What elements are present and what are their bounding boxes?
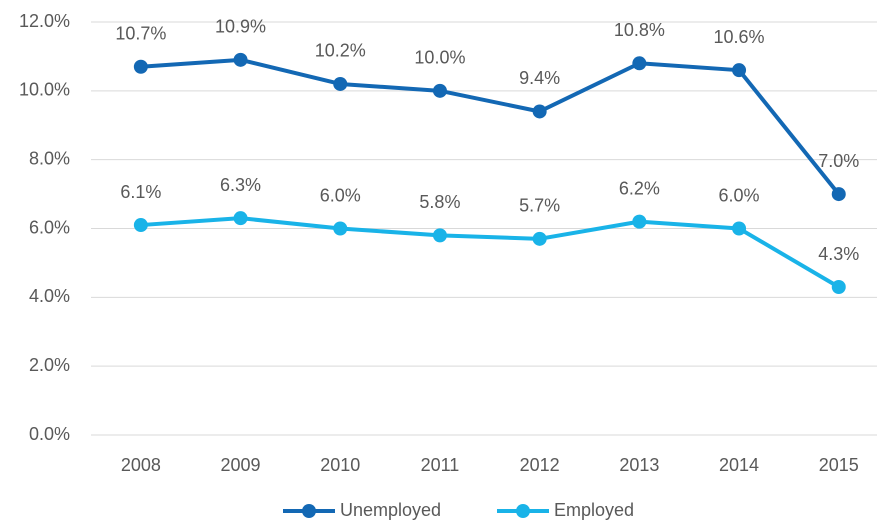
data-point xyxy=(333,221,348,236)
data-point xyxy=(233,52,248,67)
data-point xyxy=(831,187,846,202)
y-tick-label: 10.0% xyxy=(19,80,70,100)
data-point xyxy=(133,218,148,233)
data-point xyxy=(632,214,647,229)
data-point xyxy=(333,76,348,91)
data-point xyxy=(632,56,647,71)
data-point xyxy=(831,280,846,295)
x-tick-label: 2011 xyxy=(421,455,460,475)
data-label: 6.1% xyxy=(120,182,161,202)
data-label: 5.7% xyxy=(519,196,560,216)
y-tick-label: 2.0% xyxy=(29,355,70,375)
legend-marker xyxy=(302,504,316,518)
data-label: 4.3% xyxy=(818,244,859,264)
x-tick-label: 2009 xyxy=(221,455,261,475)
data-label: 6.0% xyxy=(320,185,361,205)
data-label: 6.0% xyxy=(719,185,760,205)
x-tick-label: 2008 xyxy=(121,455,161,475)
data-label: 6.3% xyxy=(220,175,261,195)
data-label: 6.2% xyxy=(619,178,660,198)
data-point xyxy=(532,104,547,119)
data-label: 10.2% xyxy=(315,41,366,61)
x-tick-label: 2013 xyxy=(619,455,659,475)
data-label: 10.7% xyxy=(115,23,166,43)
data-label: 10.9% xyxy=(215,17,266,37)
y-tick-label: 12.0% xyxy=(19,11,70,31)
y-tick-label: 8.0% xyxy=(29,148,70,168)
x-tick-label: 2014 xyxy=(719,455,759,475)
x-tick-label: 2015 xyxy=(819,455,859,475)
series-line xyxy=(140,216,840,289)
data-point xyxy=(133,59,148,74)
legend-marker xyxy=(516,504,530,518)
data-label: 10.0% xyxy=(414,48,465,68)
x-tick-label: 2012 xyxy=(520,455,560,475)
data-label: 10.6% xyxy=(714,27,765,47)
legend-label: Unemployed xyxy=(340,500,441,520)
data-point xyxy=(732,63,747,78)
data-label: 10.8% xyxy=(614,20,665,40)
data-point xyxy=(432,83,447,98)
y-tick-label: 0.0% xyxy=(29,424,70,444)
series-line xyxy=(140,57,841,196)
y-tick-label: 4.0% xyxy=(29,286,70,306)
data-point xyxy=(233,211,248,226)
data-label: 7.0% xyxy=(818,151,859,171)
data-label: 5.8% xyxy=(419,192,460,212)
y-tick-label: 6.0% xyxy=(29,217,70,237)
x-tick-label: 2010 xyxy=(320,455,360,475)
data-point xyxy=(732,221,747,236)
legend-label: Employed xyxy=(554,500,634,520)
data-point xyxy=(432,228,447,243)
data-point xyxy=(532,231,547,246)
data-label: 9.4% xyxy=(519,68,560,88)
